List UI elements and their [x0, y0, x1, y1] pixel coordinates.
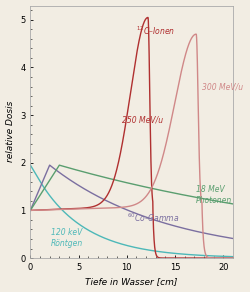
Y-axis label: relative Dosis: relative Dosis [6, 101, 15, 162]
X-axis label: Tiefe in Wasser [cm]: Tiefe in Wasser [cm] [86, 277, 178, 286]
Text: 250 MeV/u: 250 MeV/u [122, 116, 163, 125]
Text: 120 keV
Röntgen: 120 keV Röntgen [51, 228, 83, 248]
Text: 300 MeV/u: 300 MeV/u [202, 82, 243, 91]
Text: 18 MeV
Photonen: 18 MeV Photonen [196, 185, 232, 205]
Text: $^{12}$C–Ionen: $^{12}$C–Ionen [136, 24, 175, 36]
Text: $^{60}$Co–Gamma: $^{60}$Co–Gamma [127, 211, 179, 224]
